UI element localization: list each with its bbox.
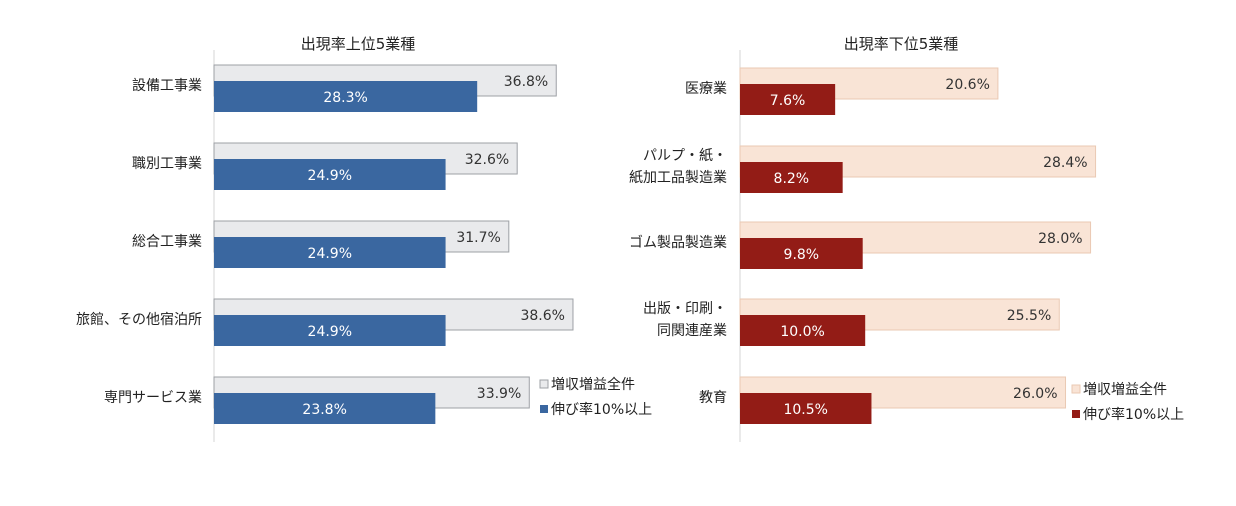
category-label: 医療業	[685, 80, 727, 97]
chart-title: 出現率上位5業種	[301, 35, 416, 53]
data-label-growth-10pct: 9.8%	[784, 247, 820, 263]
bar-growth-10pct	[740, 393, 872, 424]
data-label-all-companies: 28.0%	[1038, 231, 1082, 247]
data-label-growth-10pct: 10.0%	[780, 324, 824, 340]
legend-swatch-growth-10pct	[540, 405, 548, 413]
data-label-all-companies: 36.8%	[504, 74, 548, 90]
bar-growth-10pct	[740, 162, 843, 193]
data-label-all-companies: 28.4%	[1043, 155, 1087, 171]
data-label-all-companies: 38.6%	[520, 308, 564, 324]
legend-label-all-companies: 増収増益全件	[1083, 381, 1167, 398]
data-label-all-companies: 26.0%	[1013, 386, 1057, 402]
data-label-growth-10pct: 10.5%	[783, 402, 827, 418]
data-label-all-companies: 32.6%	[465, 152, 509, 168]
bar-growth-10pct	[740, 315, 866, 346]
chart-title: 出現率下位5業種	[844, 35, 959, 53]
category-label: 総合工事業	[132, 234, 202, 250]
legend-swatch-all-companies	[1071, 384, 1081, 394]
legend-label-all-companies: 増収増益全件	[551, 376, 635, 393]
bar-growth-10pct	[214, 315, 446, 346]
data-label-all-companies: 33.9%	[477, 386, 521, 402]
data-label-growth-10pct: 24.9%	[308, 324, 352, 340]
legend-swatch-growth-10pct	[1072, 410, 1080, 418]
category-label: 出版・印刷・同関連産業	[643, 301, 727, 339]
data-label-all-companies: 25.5%	[1007, 308, 1051, 324]
data-label-growth-10pct: 8.2%	[774, 171, 810, 187]
chart-top5: 出現率上位5業種 36.8% 28.3% 設備工事業 32.6% 24.9% 職別工事業 31…	[76, 35, 652, 442]
category-label-line: パルプ・紙・	[643, 148, 727, 164]
legend-label-growth-10pct: 伸び率10%以上	[1083, 406, 1184, 423]
bar-growth-10pct	[740, 84, 836, 115]
legend-swatch-all-companies	[539, 379, 549, 389]
data-label-growth-10pct: 23.8%	[302, 402, 346, 418]
category-label: 旅館、その他宿泊所	[76, 311, 202, 328]
category-label-line: 同関連産業	[657, 323, 727, 339]
bar-growth-10pct	[214, 393, 436, 424]
data-label-growth-10pct: 28.3%	[323, 90, 367, 106]
category-label: 設備工事業	[132, 78, 202, 94]
data-label-growth-10pct: 24.9%	[308, 246, 352, 262]
category-label: パルプ・紙・紙加工品製造業	[629, 148, 727, 186]
category-label-line: 紙加工品製造業	[629, 170, 727, 186]
category-label-line: 出版・印刷・	[643, 301, 727, 317]
legend-label-growth-10pct: 伸び率10%以上	[551, 401, 652, 418]
bar-growth-10pct	[214, 81, 478, 112]
category-label: 専門サービス業	[104, 390, 202, 406]
bar-growth-10pct	[740, 238, 863, 269]
bar-growth-10pct	[214, 159, 446, 190]
chart-bottom5: 出現率下位5業種 20.6% 7.6% 医療業 28.4% 8.2% パルプ・紙・紙加工品製…	[629, 35, 1184, 442]
category-label: 教育	[699, 390, 727, 406]
bar-growth-10pct	[214, 237, 446, 268]
data-label-growth-10pct: 7.6%	[770, 93, 806, 109]
category-label: ゴム製品製造業	[629, 234, 727, 251]
data-label-all-companies: 31.7%	[456, 230, 500, 246]
data-label-all-companies: 20.6%	[945, 77, 989, 93]
category-label: 職別工事業	[132, 156, 202, 172]
data-label-growth-10pct: 24.9%	[308, 168, 352, 184]
